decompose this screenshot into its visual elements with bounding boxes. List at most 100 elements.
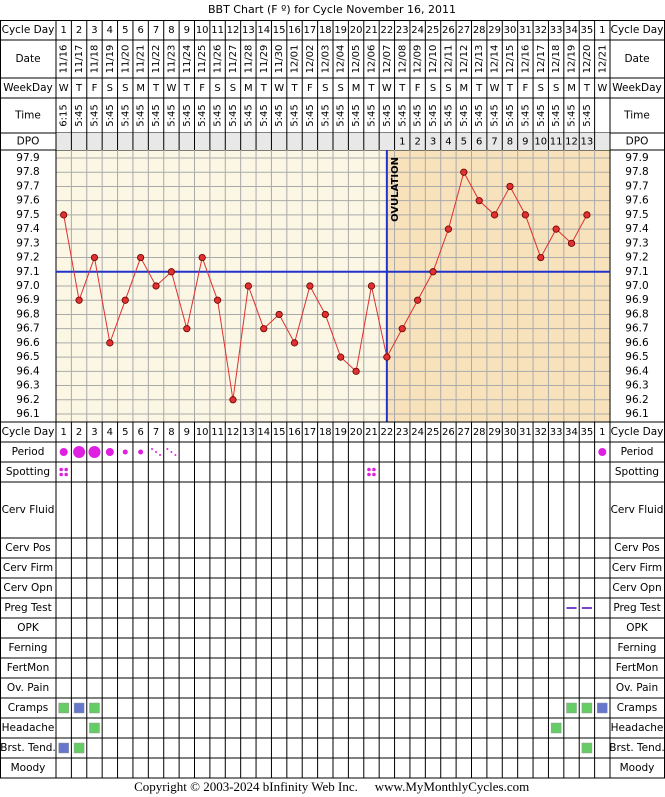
date-label: 12/03 — [320, 45, 331, 74]
row-label: WeekDay — [612, 82, 662, 94]
time-label: 5:45 — [366, 104, 377, 126]
date-label: 12/11 — [443, 45, 454, 74]
cycle-day-label: 14 — [257, 25, 270, 36]
y-tick-label: 96.8 — [625, 308, 648, 320]
date-label: 11/27 — [228, 45, 239, 74]
y-tick-label: 97.9 — [16, 152, 39, 164]
period-mark — [174, 454, 177, 456]
row-label: Ov. Pain — [616, 682, 658, 694]
row-label: Spotting — [615, 466, 659, 478]
cycle-day-label: 23 — [396, 25, 409, 36]
time-label: 5:45 — [320, 104, 331, 126]
cycle-day-label: 11 — [211, 427, 224, 438]
date-label: 11/20 — [120, 45, 131, 74]
date-label: 12/15 — [505, 45, 516, 74]
temperature-point — [183, 325, 191, 333]
cycle-day-label: 7 — [153, 427, 159, 438]
weekday-label: S — [107, 83, 113, 94]
time-label: 5:45 — [536, 104, 547, 126]
y-tick-label: 97.4 — [16, 223, 40, 235]
cycle-day-label: 31 — [519, 427, 532, 438]
weekday-label: S — [445, 83, 451, 94]
temperature-point — [229, 396, 237, 404]
weekday-label: M — [459, 83, 468, 94]
time-label: 5:45 — [105, 104, 116, 126]
period-mark — [138, 449, 144, 455]
row-label: Ov. Pain — [7, 682, 49, 694]
date-label: 12/16 — [520, 45, 531, 74]
weekday-label: T — [152, 83, 160, 94]
time-label: 5:45 — [89, 104, 100, 126]
cycle-day-label: 7 — [153, 25, 159, 36]
row-label: Moody — [11, 762, 46, 774]
y-tick-label: 97.7 — [16, 180, 39, 192]
cycle-day-label: 33 — [550, 427, 563, 438]
date-label: 11/17 — [74, 45, 85, 74]
dpo-label: 12 — [565, 137, 578, 148]
y-tick-label: 96.2 — [625, 394, 648, 406]
dpo-label: 8 — [507, 137, 513, 148]
cycle-day-label: 18 — [319, 427, 332, 438]
time-label: 5:45 — [290, 104, 301, 126]
time-label: 5:45 — [136, 104, 147, 126]
date-label: 12/05 — [351, 45, 362, 74]
cycle-day-label: 6 — [137, 25, 143, 36]
y-tick-label: 96.8 — [16, 308, 39, 320]
date-label: 11/28 — [243, 45, 254, 74]
weekday-label: W — [597, 83, 607, 94]
weekday-label: W — [166, 83, 176, 94]
cycle-day-label: 4 — [107, 25, 113, 36]
dpo-label: 7 — [491, 137, 497, 148]
temperature-point — [213, 296, 222, 304]
row-label: Ferning — [618, 642, 657, 654]
cycle-day-label: 3 — [91, 25, 97, 36]
period-mark — [166, 448, 169, 450]
symptom-mark — [58, 702, 69, 714]
dpo-label: 6 — [476, 137, 482, 148]
cycle-day-label: 2 — [76, 25, 82, 36]
cycle-day-label: 17 — [304, 427, 317, 438]
dpo-label: 1 — [399, 137, 405, 148]
spotting-mark — [367, 467, 371, 472]
date-label: 11/24 — [182, 45, 193, 74]
row-label: Preg Test — [613, 602, 660, 614]
row-label: Cycle Day — [2, 426, 55, 438]
cycle-day-label: 35 — [581, 25, 594, 36]
y-tick-label: 96.4 — [625, 365, 649, 377]
row-label: Cerv Firm — [3, 562, 53, 574]
y-tick-label: 96.3 — [625, 380, 648, 392]
weekday-label: T — [583, 83, 591, 94]
cycle-day-label: 19 — [334, 25, 347, 36]
time-label: 5:45 — [243, 104, 254, 126]
cycle-day-label: 13 — [242, 427, 255, 438]
y-tick-label: 97.5 — [625, 209, 648, 221]
cycle-day-label: 8 — [168, 25, 174, 36]
cycle-day-label: 3 — [91, 427, 97, 438]
y-tick-label: 97.3 — [16, 237, 39, 249]
row-label: OPK — [17, 622, 40, 634]
weekday-label: T — [367, 83, 375, 94]
cycle-day-label: 28 — [473, 25, 486, 36]
cycle-day-label: 34 — [565, 427, 578, 438]
time-label: 5:45 — [228, 104, 239, 126]
time-label: 5:45 — [582, 104, 593, 126]
period-mark — [105, 448, 114, 456]
symptom-mark — [73, 702, 85, 714]
time-label: 5:45 — [397, 104, 408, 126]
spotting-mark — [372, 467, 376, 472]
time-label: 5:45 — [459, 104, 470, 126]
dpo-label: 10 — [534, 137, 547, 148]
temperature-point — [121, 296, 129, 304]
weekday-label: M — [567, 83, 576, 94]
cycle-day-label: 22 — [380, 427, 393, 438]
row-label: Cerv Fluid — [611, 504, 664, 516]
time-label: 5:45 — [336, 104, 347, 126]
row-label: Cramps — [617, 702, 657, 714]
date-label: 11/22 — [151, 45, 162, 74]
cycle-day-label: 25 — [427, 25, 440, 36]
time-label: 5:45 — [474, 104, 485, 126]
date-label: 12/20 — [582, 45, 593, 74]
temperature-point — [352, 367, 360, 375]
dpo-label: 11 — [550, 137, 563, 148]
